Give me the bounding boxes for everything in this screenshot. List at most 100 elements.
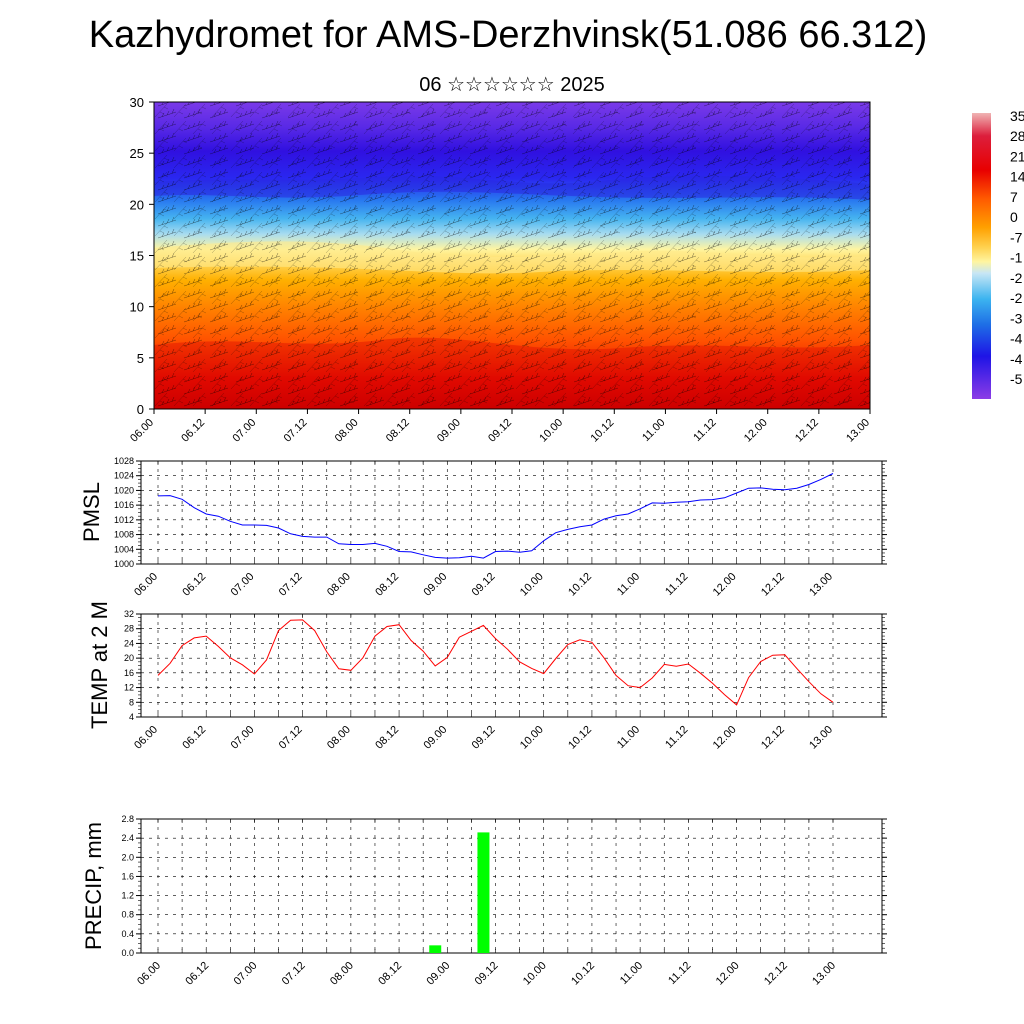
precip-bars [429, 832, 490, 953]
cross-section-x-tick-label: 10.12 [588, 417, 616, 445]
cross-section-y-tick-label: 20 [130, 197, 144, 212]
x-tick-label: 12.12 [762, 960, 790, 988]
y-tick-label: 8 [129, 697, 134, 707]
cross-section-x-tick-label: 08.00 [333, 417, 361, 445]
series-line [157, 473, 834, 559]
wind-barbs-secondary [154, 102, 870, 409]
x-tick-label: 12.12 [759, 571, 787, 599]
x-tick-label: 09.00 [421, 571, 449, 599]
temperature-axis-label: TEMP at 2 M [87, 601, 112, 729]
cross-section-y-tick-label: 25 [130, 146, 144, 161]
y-tick-label: 1024 [114, 471, 134, 481]
y-tick-label: 1004 [114, 544, 134, 554]
temperature-x-axis: 06.00 06.12 07.00 07.12 08.00 08.12 09.00 09.12… [132, 724, 835, 752]
x-tick-label: 11.00 [618, 960, 645, 987]
y-tick-label: 0.0 [121, 948, 134, 958]
colorbar-label: -5 [1010, 371, 1023, 387]
x-tick-label: 08.00 [328, 960, 356, 988]
cross-section-y-tick-label: 0 [137, 402, 144, 417]
temperature-panel: 4 8 12 16 20 24 28 32 06.00 06.12 07.00 07.12 08.00… [87, 601, 887, 752]
x-tick-label: 10.00 [521, 960, 549, 988]
colorbar-label: -4 [1010, 351, 1023, 367]
x-tick-label: 06.12 [183, 960, 211, 988]
y-tick-label: 1012 [114, 515, 134, 525]
y-tick-label: 1000 [114, 559, 134, 569]
y-tick-label: 2.8 [121, 814, 134, 824]
cross-section-x-tick-label: 08.12 [384, 417, 412, 445]
y-tick-label: 0.8 [121, 910, 134, 920]
y-tick-label: 1028 [114, 456, 134, 466]
y-tick-label: 1016 [114, 500, 134, 510]
colorbar-label: 28 [1010, 128, 1024, 144]
cross-section-x-axis: 06.00 06.12 07.00 07.12 08.00 08.12 09.00 09.12… [128, 409, 872, 445]
cross-section-x-tick-label: 10.00 [537, 417, 565, 445]
cross-section-y-tick-label: 15 [130, 249, 144, 264]
cross-section-y-tick-label: 10 [130, 300, 144, 315]
cross-section-x-tick-label: 09.12 [486, 417, 514, 445]
cross-section-x-tick-label: 13.00 [844, 417, 872, 445]
cross-section-y-tick-label: 5 [137, 351, 144, 366]
x-tick-label: 06.12 [180, 571, 208, 599]
colorbar-label: -4 [1010, 331, 1023, 347]
y-tick-label: 2.4 [121, 833, 134, 843]
y-tick-label: 20 [124, 653, 134, 663]
x-tick-label: 06.00 [132, 724, 160, 752]
x-tick-label: 12.00 [711, 571, 739, 599]
pmsl-x-axis: 06.00 06.12 07.00 07.12 08.00 08.12 09.00 09.12… [132, 571, 835, 599]
x-tick-label: 13.00 [807, 571, 835, 599]
cross-section-y-tick-label: 30 [130, 95, 144, 110]
cross-section-x-tick-label: 09.00 [435, 417, 463, 445]
x-tick-label: 07.00 [232, 960, 260, 988]
colorbar-label: 14 [1010, 169, 1024, 185]
cross-section-x-tick-label: 07.00 [230, 417, 258, 445]
temperature-y-axis: 4 8 12 16 20 24 28 32 [124, 609, 887, 722]
colorbar-labels: 35 28 21 14 7 0 -7 -1 -2 -2 -3 -4 -4 -5 [1010, 108, 1024, 387]
x-tick-label: 08.00 [325, 571, 353, 599]
x-tick-label: 08.12 [373, 724, 401, 752]
x-tick-label: 12.00 [711, 724, 739, 752]
chart-title: Kazhydromet for AMS-Derzhvinsk(51.086 66… [88, 14, 928, 56]
y-tick-label: 1020 [114, 485, 134, 495]
x-tick-label: 11.12 [663, 571, 690, 598]
precip-grid [141, 818, 882, 954]
x-tick-label: 07.00 [229, 724, 257, 752]
pmsl-axis-label: PMSL [79, 482, 104, 542]
x-tick-label: 11.12 [663, 724, 690, 751]
pmsl-panel: 1000 1004 1008 1012 1016 1020 1024 1028 06.00 06… [79, 456, 887, 599]
x-tick-label: 07.12 [277, 724, 305, 752]
cross-section-x-tick-label: 07.12 [282, 417, 310, 445]
cross-section-panel: 0 5 10 15 20 25 30 06.00 06.12 07.00 07.12 08.00 08… [128, 95, 872, 445]
x-tick-label: 09.12 [473, 960, 501, 988]
y-tick-label: 1.2 [121, 891, 134, 901]
chart-subtitle: 06 ☆☆☆☆☆☆ 2025 [419, 74, 605, 96]
x-tick-label: 13.00 [810, 960, 838, 988]
x-tick-label: 06.12 [180, 724, 208, 752]
colorbar-label: -3 [1010, 310, 1023, 326]
y-tick-label: 12 [124, 683, 134, 693]
cross-section-x-tick-label: 06.12 [179, 417, 207, 445]
y-tick-label: 4 [129, 712, 134, 722]
precip-y-axis: 0.0 0.4 0.8 1.2 1.6 2.0 2.4 2.8 [121, 814, 887, 958]
y-tick-label: 0.4 [121, 929, 134, 939]
y-tick-label: 1008 [114, 530, 134, 540]
y-tick-label: 32 [124, 609, 134, 619]
colorbar: 35 28 21 14 7 0 -7 -1 -2 -2 -3 -4 -4 -5 [972, 108, 1024, 399]
x-tick-label: 07.00 [229, 571, 257, 599]
precip-frame [140, 818, 883, 954]
colorbar-label: -1 [1010, 250, 1023, 266]
colorbar-label: -2 [1010, 290, 1023, 306]
x-tick-label: 08.12 [376, 960, 404, 988]
colorbar-label: 0 [1010, 209, 1018, 225]
pmsl-series [157, 473, 834, 559]
cross-section-x-tick-label: 11.12 [691, 417, 718, 444]
x-tick-label: 06.00 [132, 571, 160, 599]
x-tick-label: 06.00 [135, 960, 163, 988]
x-tick-label: 11.00 [615, 571, 642, 598]
y-tick-label: 1.6 [121, 871, 134, 881]
x-tick-label: 13.00 [807, 724, 835, 752]
x-tick-label: 07.12 [280, 960, 308, 988]
y-tick-label: 28 [124, 624, 134, 634]
series-line [157, 619, 834, 706]
pmsl-y-axis: 1000 1004 1008 1012 1016 1020 1024 1028 [114, 456, 887, 569]
